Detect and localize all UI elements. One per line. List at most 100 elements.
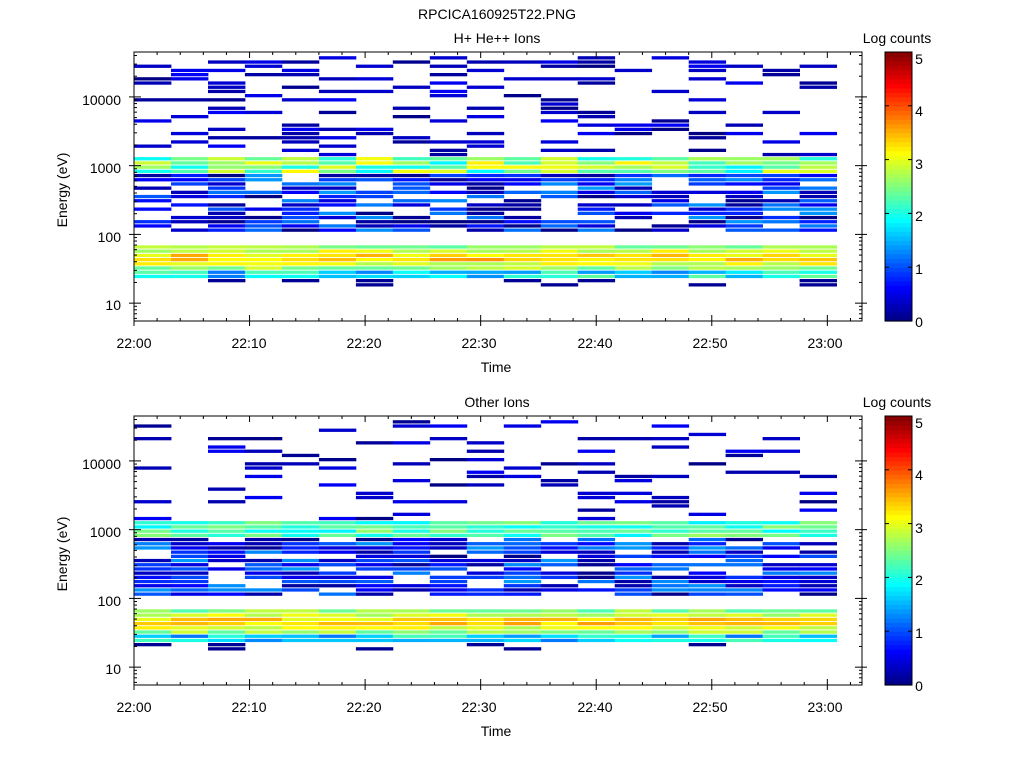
heatmap-cell: [651, 504, 690, 508]
heatmap-cell: [318, 199, 357, 203]
heatmap-cell: [208, 533, 246, 537]
heatmap-cell: [281, 563, 320, 567]
heatmap-cell: [171, 68, 209, 73]
colorbar-segment: [885, 298, 912, 304]
heatmap-cell: [503, 521, 542, 525]
heatmap-cell: [614, 165, 653, 169]
heatmap-cell: [762, 165, 800, 169]
heatmap-cell: [614, 533, 653, 537]
heatmap-cell: [281, 613, 320, 617]
heatmap-cell: [799, 253, 837, 258]
heatmap-cell: [429, 73, 468, 77]
heatmap-cell: [725, 453, 763, 458]
heatmap-cell: [429, 89, 468, 94]
heatmap-cell: [614, 194, 653, 199]
heatmap-cell: [429, 199, 468, 203]
heatmap-cell: [725, 613, 763, 617]
colorbar-segment: [885, 635, 912, 641]
heatmap-cell: [134, 270, 172, 274]
heatmap-cell: [762, 73, 800, 77]
heatmap-cell: [614, 228, 653, 232]
heatmap-cell: [134, 207, 172, 211]
heatmap-cell: [171, 266, 209, 270]
heatmap-cell: [762, 470, 800, 474]
heatmap-cell: [762, 579, 800, 584]
x-tick-labels: 22:00 22:10 22:20 22:30 22:40 22:50 23:0…: [116, 699, 842, 715]
heatmap-cell: [577, 224, 616, 228]
heatmap-cell: [466, 161, 505, 165]
heatmap-cell: [134, 258, 172, 262]
heatmap-cell: [688, 579, 727, 584]
heatmap-cell: [244, 537, 283, 542]
heatmap-cell: [725, 81, 763, 85]
heatmap-cell: [799, 579, 837, 584]
heatmap-cell: [688, 588, 727, 592]
heatmap-cell: [134, 521, 172, 525]
heatmap-cell: [429, 563, 468, 567]
heatmap-cell: [171, 161, 209, 165]
heatmap-cell: [762, 563, 800, 567]
heatmap-cell: [503, 182, 542, 186]
heatmap-cell: [799, 634, 837, 638]
heatmap-cell: [318, 136, 357, 140]
heatmap-cell: [355, 533, 394, 537]
heatmap-cell: [466, 474, 505, 479]
heatmap-cell: [134, 542, 172, 546]
colorbar-segment: [885, 56, 912, 62]
heatmap-cell: [651, 634, 690, 638]
heatmap-cell: [429, 140, 468, 144]
heatmap-cell: [392, 262, 431, 266]
heatmap-cell: [318, 571, 357, 575]
heatmap-cell: [244, 165, 283, 169]
heatmap-cell: [355, 211, 394, 215]
heatmap-cell: [429, 224, 468, 228]
heatmap-cell: [355, 194, 394, 199]
heatmap-cell: [577, 609, 616, 613]
heatmap-cell: [244, 207, 283, 211]
heatmap-cell: [651, 270, 690, 274]
colorbar-segment: [885, 204, 912, 210]
heatmap-cell: [540, 479, 579, 483]
heatmap-cell: [799, 529, 837, 533]
colorbar-segment: [885, 83, 912, 89]
heatmap-cell: [614, 521, 653, 525]
heatmap-cell: [244, 609, 283, 613]
heatmap-cell: [799, 228, 837, 232]
heatmap-cell: [318, 563, 357, 567]
heatmap-cell: [688, 258, 727, 262]
heatmap-cell: [725, 274, 763, 279]
colorbar-segment: [885, 191, 912, 197]
heatmap-cell: [208, 634, 246, 638]
heatmap-cell: [614, 592, 653, 596]
heatmap-cell: [614, 575, 653, 579]
heatmap-cell: [318, 253, 357, 258]
heatmap-cell: [392, 190, 431, 194]
heatmap-cell: [688, 220, 727, 224]
heatmap-cell: [134, 424, 172, 428]
heatmap-cell: [725, 554, 763, 558]
colorbar-segment: [885, 429, 912, 435]
heatmap-cell: [651, 437, 690, 441]
heatmap-cell: [614, 131, 653, 136]
heatmap-cell: [392, 588, 431, 592]
heatmap-cell: [651, 613, 690, 617]
heatmap-cell: [281, 579, 320, 584]
heatmap-cell: [466, 542, 505, 546]
heatmap-cell: [503, 537, 542, 542]
heatmap-cell: [651, 127, 690, 131]
x-tick-label: 22:20: [346, 335, 381, 351]
heatmap-cell: [392, 249, 431, 253]
heatmap-cell: [318, 266, 357, 270]
heatmap-cell: [134, 563, 172, 567]
heatmap-cell: [688, 638, 727, 643]
heatmap-cell: [725, 266, 763, 270]
heatmap-cell: [281, 228, 320, 232]
heatmap-cell: [725, 203, 763, 207]
heatmap-cell: [614, 215, 653, 220]
colorbar-tick-label: 5: [915, 51, 923, 67]
heatmap-cell: [577, 638, 616, 643]
heatmap-cell: [577, 253, 616, 258]
heatmap-cell: [725, 563, 763, 567]
heatmap-cell: [577, 622, 616, 626]
heatmap-cell: [651, 253, 690, 258]
